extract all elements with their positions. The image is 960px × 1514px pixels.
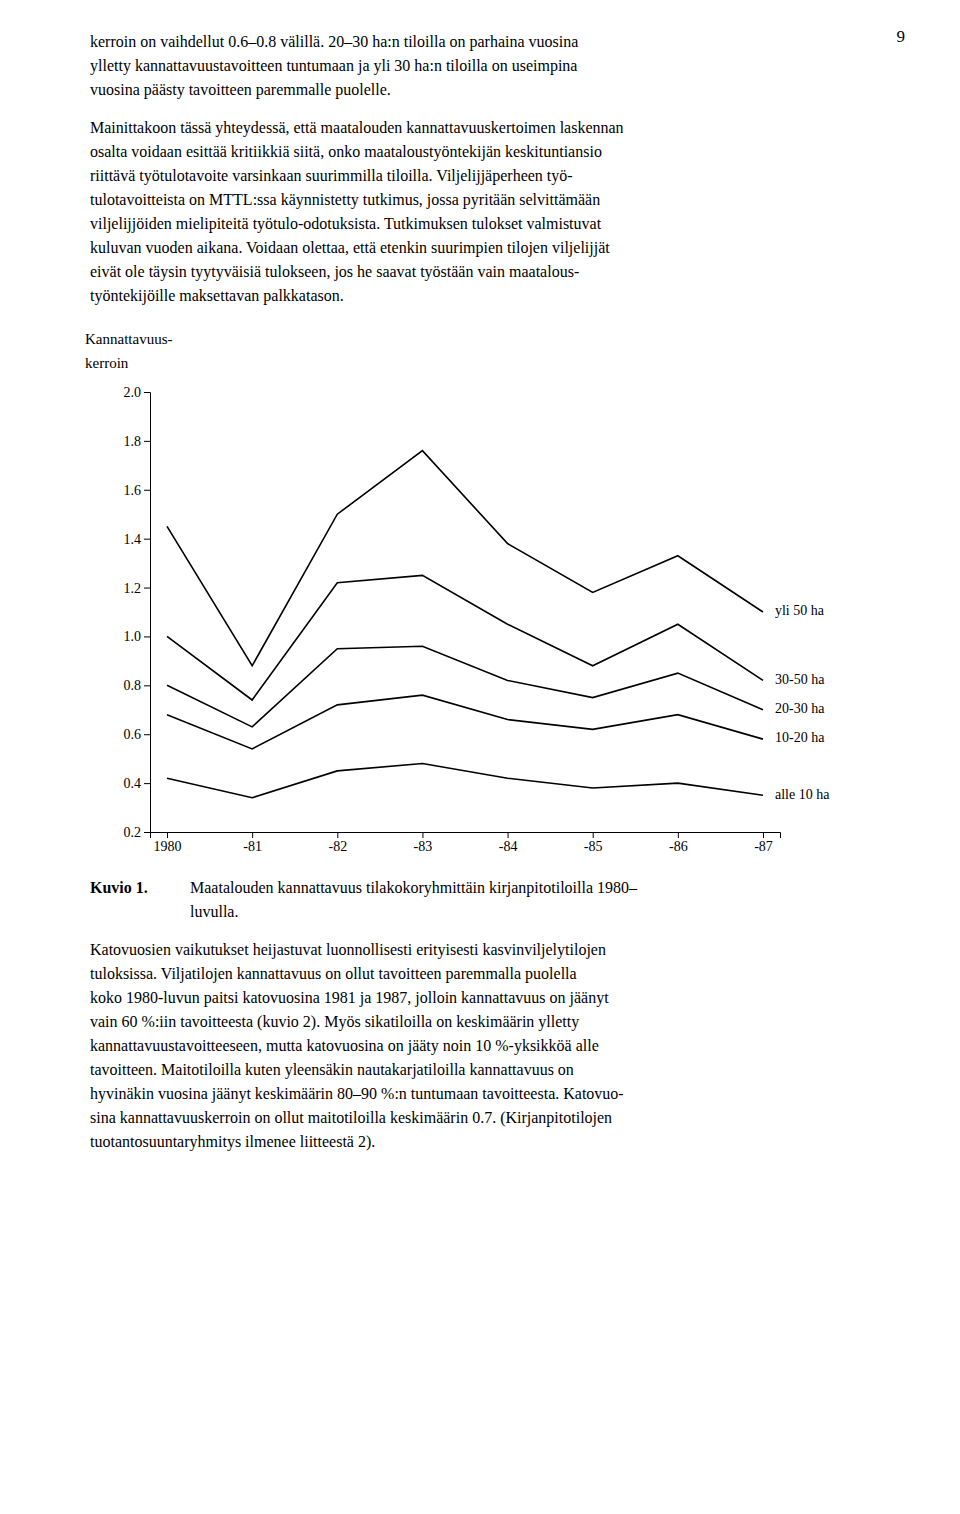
y-tick: 2.0 [124, 385, 151, 400]
tick-label: 0.6 [124, 727, 142, 742]
body-text: riittävä työtulotavoite varsinkaan suuri… [90, 167, 573, 185]
series-label: yli 50 ha [775, 603, 825, 618]
tick-mark [144, 392, 150, 393]
x-tick: -82 [328, 832, 347, 854]
tick-mark [144, 490, 150, 491]
series-label: alle 10 ha [775, 787, 830, 802]
body-text: tulotavoitteista on MTTL:ssa käynnistett… [90, 191, 600, 209]
body-text: koko 1980-luvun paitsi katovuosina 1981 … [90, 989, 609, 1007]
tick-label: 1.4 [124, 532, 142, 547]
tick-mark [763, 832, 764, 838]
tick-label: -83 [414, 839, 433, 854]
y-axis-label-line: Kannattavuus- [85, 331, 172, 347]
tick-label: 2.0 [124, 385, 142, 400]
y-tick: 1.0 [124, 629, 151, 644]
body-text: sina kannattavuuskerroin on ollut maitot… [90, 1109, 612, 1127]
tick-label: 1.8 [124, 434, 142, 449]
caption-text: luvulla. [190, 903, 238, 920]
x-axis: 1980 -81 -82 -83 -84 -85 -86 -87 [151, 832, 781, 854]
y-axis: 0.2 0.4 0.6 0.8 1.0 1.2 1.4 1.6 1.8 2.0 [124, 385, 151, 840]
tick-label: 0.4 [124, 776, 142, 791]
tick-label: 1.0 [124, 629, 142, 644]
axis-domain [151, 833, 781, 839]
y-tick: 1.4 [124, 532, 151, 547]
body-text: kuluvan vuoden aikana. Voidaan olettaa, … [90, 239, 610, 257]
tick-mark [337, 832, 338, 838]
series-line [167, 575, 763, 700]
body-text: kannattavuustavoitteeseen, mutta katovuo… [90, 1037, 599, 1055]
series-label: 30-50 ha [775, 672, 825, 687]
series-label: 10-20 ha [775, 730, 825, 745]
y-tick: 1.8 [124, 434, 151, 449]
body-text: ylletty kannattavuustavoitteen tuntumaan… [90, 57, 577, 75]
caption-label: Kuvio 1. [90, 879, 148, 896]
tick-mark [678, 832, 679, 838]
tick-mark [144, 588, 150, 589]
tick-mark [167, 832, 168, 838]
series-lines [167, 451, 763, 798]
x-tick: -84 [499, 832, 518, 854]
y-tick: 1.2 [124, 581, 151, 596]
series-line [167, 451, 763, 666]
body-text: vain 60 %:iin tavoitteesta (kuvio 2). My… [90, 1013, 579, 1031]
y-tick: 0.6 [124, 727, 151, 742]
y-tick: 0.4 [124, 776, 151, 791]
x-tick: -86 [669, 832, 688, 854]
y-tick: 0.2 [124, 825, 151, 840]
y-axis-label-line: kerroin [85, 355, 129, 371]
tick-label: -84 [499, 839, 518, 854]
tick-mark [422, 832, 423, 838]
x-tick: -85 [584, 832, 603, 854]
chart: 0.2 0.4 0.6 0.8 1.0 1.2 1.4 1.6 1.8 2.0 1980 -81 -82… [124, 385, 831, 854]
y-tick: 0.8 [124, 678, 151, 693]
body-text: työntekijöille maksettavan palkkatason. [90, 287, 344, 305]
body-text: tuloksissa. Viljatilojen kannattavuus on… [90, 965, 577, 983]
tick-label: -87 [754, 839, 773, 854]
x-tick: 1980 [154, 832, 182, 854]
caption-text: Maatalouden kannattavuus tilakokoryhmitt… [190, 879, 638, 897]
series-line [167, 695, 763, 749]
x-tick: -83 [414, 832, 433, 854]
tick-label: 1.2 [124, 581, 142, 596]
body-text: viljelijjöiden mielipiteitä työtulo-odot… [90, 215, 602, 233]
body-text: tavoitteen. Maitotiloilla kuten yleensäk… [90, 1061, 574, 1079]
body-text: eivät ole täysin tyytyväisiä tulokseen, … [90, 263, 579, 281]
series-labels: yli 50 ha 30-50 ha 20-30 ha 10-20 ha alle 10… [775, 603, 830, 801]
series-label: 20-30 ha [775, 701, 825, 716]
tick-mark [508, 832, 509, 838]
series-line [167, 764, 763, 798]
page: 9 kerroin on vaihdellut 0.6–0.8 välillä. … [0, 0, 960, 1514]
tick-mark [144, 636, 150, 637]
tick-label: 0.2 [124, 825, 142, 840]
y-axis-label: Kannattavuus-kerroin [85, 331, 172, 371]
tick-label: 0.8 [124, 678, 142, 693]
tick-label: -86 [669, 839, 688, 854]
body-text: kerroin on vaihdellut 0.6–0.8 välillä. 2… [90, 33, 578, 51]
body-text: vuosina päästy tavoitteen paremmalle puo… [90, 81, 391, 99]
tick-mark [144, 539, 150, 540]
tick-label: 1.6 [124, 483, 142, 498]
tick-label: -85 [584, 839, 603, 854]
y-tick: 1.6 [124, 483, 151, 498]
x-tick: -81 [243, 832, 262, 854]
body-text: Katovuosien vaikutukset heijastuvat luon… [90, 941, 606, 959]
tick-mark [144, 441, 150, 442]
body-text: osalta voidaan esittää kritiikkiä siitä,… [90, 143, 602, 161]
tick-mark [144, 783, 150, 784]
body-text: Mainittakoon tässä yhteydessä, että maat… [90, 119, 624, 137]
tick-mark [593, 832, 594, 838]
tick-mark [144, 832, 150, 833]
background [0, 0, 960, 1514]
axis-domain [144, 393, 151, 833]
tick-label: -81 [243, 839, 262, 854]
tick-mark [252, 832, 253, 838]
page-number: 9 [897, 27, 906, 46]
tick-mark [144, 734, 150, 735]
tick-label: -82 [328, 839, 347, 854]
tick-label: 1980 [154, 839, 182, 854]
body-text: tuotantosuuntaryhmitys ilmenee liitteest… [90, 1133, 375, 1151]
x-tick: -87 [754, 832, 773, 854]
tick-mark [144, 685, 150, 686]
body-text: hyvinäkin vuosina jäänyt keskimäärin 80–… [90, 1085, 624, 1103]
